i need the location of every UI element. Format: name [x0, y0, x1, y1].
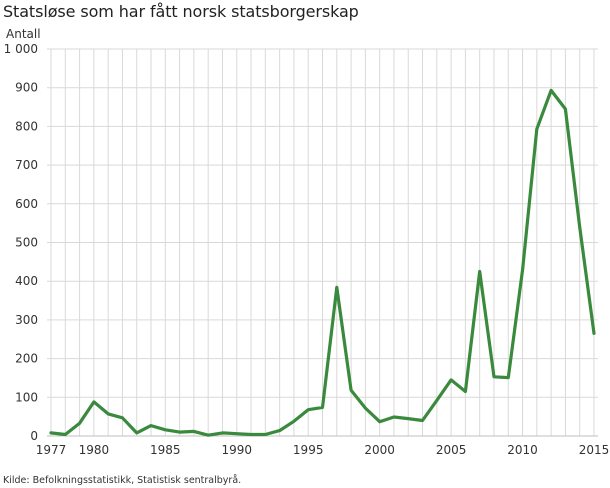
grid-lines	[47, 48, 598, 437]
y-tick-label: 500	[15, 236, 38, 250]
x-tick-label: 1980	[79, 443, 110, 457]
x-tick-label: 1995	[293, 443, 324, 457]
x-tick-label: 2015	[579, 443, 610, 457]
y-tick-label: 200	[15, 352, 38, 366]
y-tick-label: 800	[15, 119, 38, 133]
y-tick-label: 0	[30, 429, 38, 443]
y-tick-label: 700	[15, 158, 38, 172]
x-tick-label: 1990	[221, 443, 252, 457]
y-axis-ticks: 0 100 200 300 400 500 600 700 800 900 1 000	[4, 42, 38, 443]
x-axis-ticks: 1977 1980 1985 1990 1995 2000 2005 2010 2015	[36, 443, 610, 457]
y-axis-label: Antall	[6, 27, 41, 41]
y-tick-label: 300	[15, 313, 38, 327]
x-tick-label: 2010	[507, 443, 538, 457]
y-tick-label: 900	[15, 81, 38, 95]
y-tick-label: 400	[15, 274, 38, 288]
x-tick-label: 2000	[364, 443, 395, 457]
x-tick-label: 1985	[150, 443, 181, 457]
x-tick-label: 2005	[436, 443, 467, 457]
x-tick-label: 1977	[36, 443, 67, 457]
y-tick-label: 100	[15, 390, 38, 404]
y-tick-label: 600	[15, 197, 38, 211]
data-line	[49, 88, 596, 437]
y-tick-label: 1 000	[4, 42, 38, 56]
chart-title: Statsløse som har fått norsk statsborger…	[3, 2, 359, 21]
source-note: Kilde: Befolkningsstatistikk, Statistisk…	[3, 475, 242, 486]
